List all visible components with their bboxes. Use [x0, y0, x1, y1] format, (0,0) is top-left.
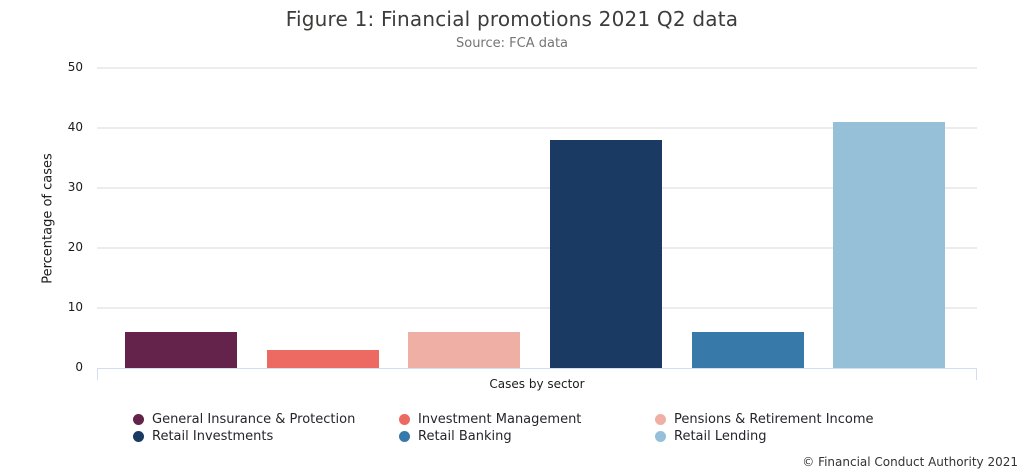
legend-dot-icon [133, 431, 144, 442]
bar-retail-lending [833, 122, 946, 368]
gridline-y50 [97, 67, 977, 69]
gridline-y10 [97, 307, 977, 309]
legend-label: General Insurance & Protection [152, 412, 356, 427]
bar-investment-management [266, 350, 379, 368]
legend-label: Pensions & Retirement Income [674, 412, 874, 427]
y-tick-label-20: 20 [67, 240, 83, 254]
x-axis-baseline [97, 368, 977, 380]
legend-label: Retail Investments [152, 429, 274, 444]
y-tick-label-40: 40 [67, 120, 83, 134]
legend-dot-icon [655, 414, 666, 425]
y-tick-label-50: 50 [67, 60, 83, 74]
legend-label: Retail Banking [418, 429, 512, 444]
legend-dot-icon [133, 414, 144, 425]
legend-item: Retail Investments [133, 428, 399, 445]
copyright-note: © Financial Conduct Authority 2021 [802, 455, 1018, 469]
y-axis-title: Percentage of cases [40, 153, 56, 284]
legend-dot-icon [399, 414, 410, 425]
legend-item: General Insurance & Protection [133, 411, 399, 428]
bar-general-insurance-protection [124, 332, 237, 368]
chart-subtitle: Source: FCA data [455, 36, 569, 51]
gridline-y30 [97, 187, 977, 189]
y-tick-label-30: 30 [67, 180, 83, 194]
legend-label: Investment Management [418, 412, 582, 427]
legend-item: Retail Lending [655, 428, 891, 445]
gridline-y40 [97, 127, 977, 129]
legend-item: Pensions & Retirement Income [655, 411, 891, 428]
legend-label: Retail Lending [674, 429, 767, 444]
legend-grid: General Insurance & Protection Investment… [133, 411, 891, 445]
bar-retail-banking [691, 332, 804, 368]
y-tick-label-0: 0 [75, 360, 83, 374]
y-tick-label-10: 10 [67, 300, 83, 314]
x-axis-title: Cases by sector [489, 377, 585, 391]
bar-retail-investments [549, 140, 662, 368]
legend-item: Retail Banking [399, 428, 655, 445]
legend-item: Investment Management [399, 411, 655, 428]
legend-dot-icon [399, 431, 410, 442]
page-title: Figure 1: Financial promotions 2021 Q2 d… [285, 7, 739, 31]
bar-pensions-retirement-income [408, 332, 521, 368]
gridline-y20 [97, 247, 977, 249]
legend: General Insurance & Protection Investment… [0, 411, 1024, 445]
legend-dot-icon [655, 431, 666, 442]
plot-area [97, 67, 977, 380]
